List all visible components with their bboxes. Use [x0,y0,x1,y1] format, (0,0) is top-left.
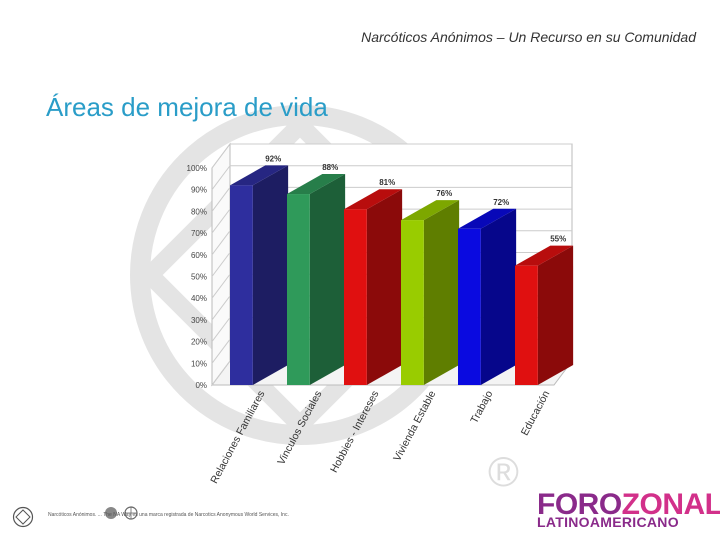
category-label: Relaciones Familiares [208,389,267,486]
bar-side [309,174,346,385]
y-tick-label: 60% [191,251,207,260]
y-tick-label: 80% [191,207,207,216]
category-label: Vinculos Sociales [275,389,324,467]
y-tick-label: 0% [195,381,207,390]
data-label: 55% [550,235,566,244]
emblem-icon [104,506,122,524]
y-tick-label: 40% [191,294,207,303]
bar-top [458,208,517,229]
footer-text: Narcóticos Anónimos. ... The NA Way es u… [48,512,289,518]
bar [515,265,538,385]
y-tick-label: 30% [191,316,207,325]
bar [287,194,310,385]
data-label: 76% [436,189,452,198]
registered-mark: ® [488,448,519,495]
bar [230,185,253,385]
data-label: 72% [493,198,509,207]
bar-side [480,208,517,385]
bar [458,228,481,385]
header-subtitle: Narcóticos Anónimos – Un Recurso en su C… [361,29,696,45]
bar-top [287,174,346,195]
y-tick-label: 100% [187,164,207,173]
data-label: 92% [265,154,281,163]
na-seal-icon [12,506,34,528]
y-tick-label: 50% [191,273,207,282]
logo-part-zonal: ZONAL [621,488,720,521]
logo-part-foro: FORO [537,488,622,521]
gridline [211,165,572,190]
category-label: Trabajo [468,389,495,426]
bar-top [515,245,574,266]
gridline [211,143,572,169]
category-label: Educación [519,389,553,438]
data-label: 88% [322,163,338,172]
bar-side [537,245,574,385]
slide-title: Áreas de mejora de vida [46,92,328,122]
bar-side [366,189,403,385]
bar-top [344,189,403,210]
bar-side [423,200,460,385]
logo-latinoamericano: LATINOAMERICANO [537,514,679,530]
foro-zonal-logo: FOROZONAL [537,488,720,522]
bar-side [252,165,289,385]
y-tick-label: 10% [191,359,207,368]
category-label: Vivienda Estable [391,389,438,464]
category-label: Hobbies - Intereses [328,389,381,475]
bar-top [230,165,289,186]
y-tick-label: 20% [191,338,207,347]
bar-top [401,200,460,221]
bar [401,220,424,385]
y-tick-label: 90% [191,186,207,195]
data-label: 81% [379,178,395,187]
bar [344,209,367,385]
globe-icon [124,506,142,524]
y-tick-label: 70% [191,229,207,238]
